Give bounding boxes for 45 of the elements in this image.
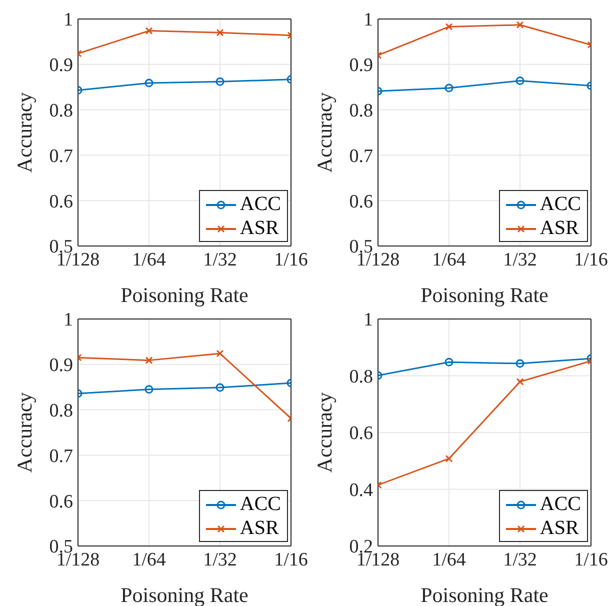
legend-label: ASR xyxy=(240,217,279,239)
y-tick-label: 1 xyxy=(64,10,73,31)
y-tick-label: 0.9 xyxy=(349,55,373,76)
x-tick-label: 1/16 xyxy=(574,249,608,270)
x-tick-label: 1/32 xyxy=(503,549,537,570)
y-axis-title: Accuracy xyxy=(12,392,36,473)
x-tick-label: 1/64 xyxy=(432,249,466,270)
y-tick-label: 0.6 xyxy=(49,491,73,512)
y-axis-title: Accuracy xyxy=(312,392,336,473)
y-tick-label: 0.7 xyxy=(49,146,73,167)
y-tick-label: 0.7 xyxy=(349,146,373,167)
y-tick-label: 1 xyxy=(364,10,373,31)
y-tick-label: 0.6 xyxy=(49,191,73,212)
x-tick-label: 1/16 xyxy=(274,249,308,270)
y-tick-label: 0.6 xyxy=(349,191,373,212)
x-tick-label: 1/32 xyxy=(203,549,237,570)
y-tick-label: 0.8 xyxy=(349,366,373,388)
legend-label: ASR xyxy=(240,517,279,539)
y-axis-title: Accuracy xyxy=(12,92,36,173)
y-tick-label: 0.4 xyxy=(349,480,374,501)
y-tick-label: 0.6 xyxy=(349,423,373,444)
x-tick-label: 1/16 xyxy=(574,549,608,570)
x-tick-label: 1/32 xyxy=(503,249,537,270)
y-tick-label: 0.9 xyxy=(49,355,73,376)
x-axis-title: Poisoning Rate xyxy=(120,283,248,307)
y-tick-label: 1 xyxy=(64,310,73,331)
legend-label: ACC xyxy=(240,193,281,215)
y-tick-label: 0.8 xyxy=(349,100,373,122)
x-tick-label: 1/64 xyxy=(132,549,166,570)
y-tick-label: 0.8 xyxy=(49,100,73,122)
x-tick-label: 1/16 xyxy=(274,549,308,570)
legend-label: ACC xyxy=(240,493,281,515)
legend-label: ACC xyxy=(540,193,581,215)
y-tick-label: 1 xyxy=(364,310,373,331)
legend-label: ACC xyxy=(540,493,581,515)
legend-label: ASR xyxy=(540,517,579,539)
y-tick-label: 0.7 xyxy=(49,446,73,467)
x-tick-label: 1/32 xyxy=(203,249,237,270)
y-tick-label: 0.8 xyxy=(49,400,73,422)
x-axis-title: Poisoning Rate xyxy=(420,283,548,307)
x-tick-label: 1/64 xyxy=(132,249,166,270)
x-tick-label: 1/64 xyxy=(432,549,466,570)
y-tick-label: 0.9 xyxy=(49,55,73,76)
y-axis-title: Accuracy xyxy=(312,92,336,173)
legend-label: ASR xyxy=(540,217,579,239)
